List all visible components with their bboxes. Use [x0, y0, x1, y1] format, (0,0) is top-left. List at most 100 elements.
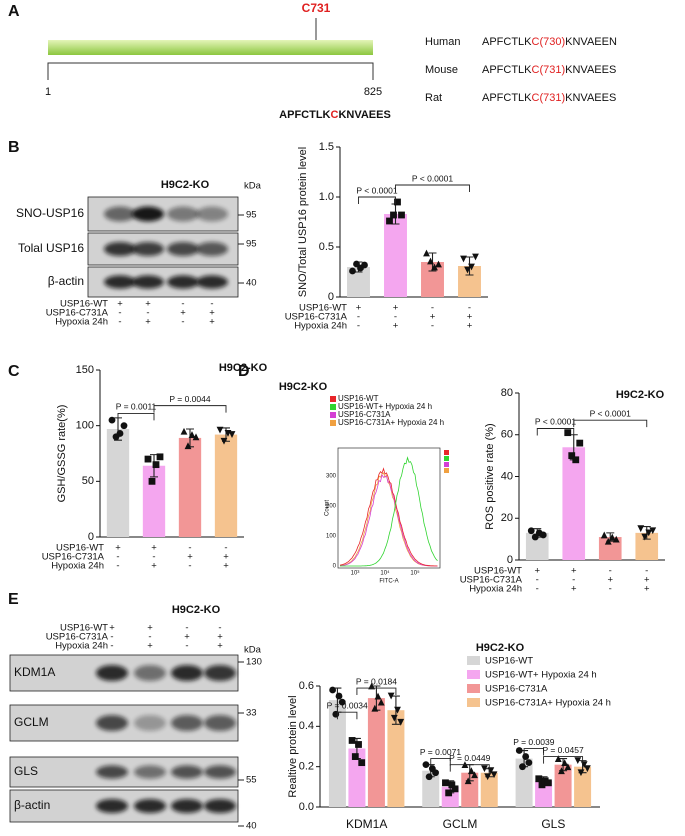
blot-band: [96, 665, 128, 681]
data-point: [120, 422, 128, 430]
sequence-part: APFCTLK: [482, 36, 532, 48]
y-axis-label: GSH/GSSG rate(%): [56, 405, 68, 503]
sequence-part: KNVAEEN: [565, 36, 617, 48]
data-point: [390, 714, 398, 722]
data-point: [515, 747, 523, 754]
flow-y-tick: 300: [326, 474, 337, 480]
condition-label: Hypoxia 24h: [469, 584, 522, 595]
flow-histogram: [340, 456, 438, 567]
bar: [554, 764, 572, 807]
significance-label: P < 0.0001: [356, 185, 397, 195]
data-point: [148, 477, 156, 485]
flow-x-label: FITC-A: [379, 579, 398, 585]
data-point: [448, 781, 456, 789]
significance-bracket: [523, 748, 545, 756]
data-point: [484, 773, 492, 781]
condition-sign: -: [185, 641, 188, 652]
blot-row-label: GCLM: [14, 715, 49, 729]
legend-label: USP16-C731A: [338, 410, 391, 419]
condition-sign: +: [644, 584, 650, 595]
significance-bracket: [430, 758, 451, 766]
condition-label: USP16-C731A: [46, 308, 109, 319]
legend-swatch: [467, 698, 480, 707]
flow-histogram: [339, 473, 438, 567]
bar: [562, 447, 586, 560]
blot-row-label: SNO-USP16: [16, 206, 84, 220]
condition-sign: +: [117, 299, 123, 310]
condition-sign: +: [393, 303, 399, 314]
condition-sign: +: [467, 312, 473, 323]
sequence-part: C(731): [532, 64, 566, 76]
data-point: [422, 761, 430, 769]
blot-row-label: GLS: [14, 764, 38, 778]
data-point: [600, 531, 608, 539]
data-point: [525, 759, 533, 767]
bar: [178, 437, 202, 537]
condition-sign: -: [536, 575, 539, 586]
flow-y-tick: 200: [326, 504, 337, 510]
bar: [347, 267, 370, 297]
condition-sign: -: [645, 566, 648, 577]
data-point: [358, 759, 366, 767]
legend-swatch: [330, 412, 336, 418]
data-point: [604, 537, 612, 545]
significance-bracket: [573, 419, 648, 428]
bar: [106, 429, 130, 537]
data-point: [554, 755, 562, 762]
condition-sign: -: [218, 623, 221, 634]
significance-bracket: [336, 711, 358, 720]
data-point: [522, 753, 530, 760]
blot-row-label: β-actin: [14, 798, 50, 812]
data-point: [431, 263, 438, 271]
legend-label: USP16-WT+ Hypoxia 24 h: [338, 402, 432, 411]
y-axis-label: ROS positive rate (%): [484, 423, 496, 529]
significance-bracket: [449, 764, 490, 772]
site-label: C731: [302, 1, 331, 15]
condition-sign: -: [118, 317, 121, 328]
condition-sign: -: [431, 303, 434, 314]
condition-sign: +: [145, 317, 151, 328]
data-point: [220, 437, 228, 445]
blot-band: [134, 765, 166, 779]
condition-sign: +: [209, 317, 215, 328]
data-point: [468, 263, 475, 271]
y-tick-label: 20: [501, 512, 513, 524]
data-point: [558, 767, 565, 775]
data-point: [561, 759, 569, 767]
data-point: [574, 757, 582, 765]
species-name: Mouse: [425, 64, 458, 76]
y-tick-label: 0: [507, 554, 513, 566]
data-point: [519, 763, 526, 771]
condition-sign: -: [185, 623, 188, 634]
y-tick-label: 0.5: [319, 241, 334, 253]
significance-label: P = 0.0039: [513, 737, 554, 747]
condition-sign: +: [430, 312, 436, 323]
bar: [142, 465, 166, 537]
condition-sign: -: [394, 312, 397, 323]
condition-sign: +: [145, 299, 151, 310]
data-point: [349, 267, 356, 275]
bar: [421, 262, 444, 297]
data-point: [394, 706, 401, 714]
condition-label: USP16-C731A: [46, 632, 109, 643]
legend-label: USP16-C731A: [485, 684, 548, 695]
flow-y-tick: 100: [326, 534, 337, 540]
sequence-part: C(731): [532, 92, 566, 104]
blot-band: [167, 241, 199, 257]
blot-band: [104, 241, 136, 257]
legend-swatch: [330, 396, 336, 402]
condition-sign: -: [118, 308, 121, 319]
legend-swatch: [467, 684, 480, 693]
condition-sign: -: [609, 584, 612, 595]
bar: [384, 214, 407, 297]
y-tick-label: 40: [501, 470, 513, 482]
blot-band: [167, 275, 199, 289]
significance-label: P = 0.0184: [356, 676, 397, 686]
sequence-part: KNVAEES: [565, 64, 616, 76]
data-point: [386, 217, 393, 225]
chart-title: H9C2-KO: [476, 642, 525, 654]
condition-label: USP16-WT: [60, 623, 108, 634]
blot-band: [171, 715, 203, 731]
sequence-part: APFCTLK: [482, 64, 532, 76]
x-tick-label: GLS: [541, 817, 565, 831]
